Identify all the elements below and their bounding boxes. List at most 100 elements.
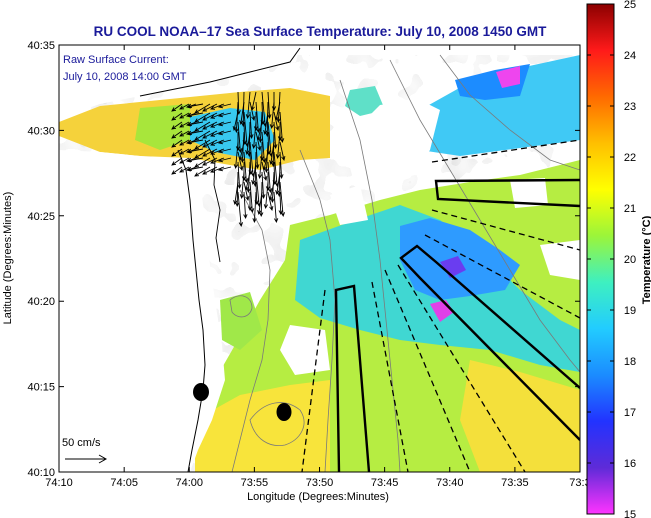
x-axis: 74:10 74:05 74:00 73:55 73:50 73:45 73:40 73:35… bbox=[45, 45, 591, 489]
current-vector bbox=[275, 171, 281, 196]
current-vector bbox=[179, 157, 190, 164]
current-vector bbox=[267, 91, 272, 120]
current-vector bbox=[185, 103, 204, 109]
sst-gap-3 bbox=[540, 240, 580, 280]
current-vector bbox=[171, 166, 183, 175]
current-vector bbox=[257, 191, 263, 216]
current-vector bbox=[279, 141, 286, 162]
x-tick-label: 74:00 bbox=[176, 477, 204, 489]
x-tick-label: 73:45 bbox=[371, 477, 399, 489]
sst-gap-5 bbox=[510, 178, 548, 208]
current-vector bbox=[179, 139, 190, 146]
x-axis-label: Longitude (Degrees:Minutes) bbox=[247, 491, 389, 503]
sst-gap-2 bbox=[280, 325, 330, 375]
current-vector bbox=[235, 171, 240, 208]
current-vector bbox=[262, 151, 269, 172]
current-vector bbox=[237, 191, 244, 228]
sst-northeast-magenta bbox=[496, 66, 520, 88]
bathymetry-contours bbox=[229, 54, 580, 472]
current-vector bbox=[245, 131, 251, 156]
current-vector bbox=[185, 121, 204, 127]
current-vector bbox=[233, 141, 239, 170]
colorbar-tick-label: 15 bbox=[624, 509, 636, 518]
sampling-boxes bbox=[334, 178, 580, 472]
current-vector bbox=[255, 101, 261, 134]
current-vector bbox=[244, 171, 251, 192]
current-vector bbox=[179, 130, 190, 137]
current-vector bbox=[261, 161, 268, 182]
current-vector bbox=[249, 111, 254, 140]
sst-gap-4 bbox=[330, 185, 368, 225]
current-vector bbox=[263, 181, 269, 210]
current-vector bbox=[259, 181, 264, 218]
current-vector bbox=[202, 148, 218, 157]
y-axis-label: Latitude (Degrees:Minutes) bbox=[2, 192, 14, 325]
current-vector bbox=[261, 171, 266, 200]
current-vector bbox=[267, 161, 273, 194]
current-vector bbox=[194, 121, 211, 132]
colorbar-tick-label: 24 bbox=[624, 50, 636, 62]
current-vector bbox=[277, 122, 283, 142]
current-vector bbox=[232, 111, 239, 132]
current-vector bbox=[255, 131, 262, 152]
sst-northeast-strip bbox=[345, 86, 385, 116]
colorbar-label: Temperature (°C) bbox=[641, 215, 651, 304]
shore-detail bbox=[204, 139, 221, 263]
y-tick-label: 40:25 bbox=[27, 211, 55, 223]
colorbar-tick-label: 20 bbox=[624, 254, 636, 266]
current-vector bbox=[179, 166, 190, 173]
current-vector bbox=[185, 112, 204, 118]
current-vector bbox=[271, 92, 277, 112]
current-vector bbox=[194, 157, 211, 168]
box-south bbox=[334, 284, 371, 472]
current-vector bbox=[171, 121, 183, 130]
current-vector bbox=[265, 172, 271, 192]
y-axis: 40:10 40:15 40:20 40:25 40:30 40:35 bbox=[27, 40, 580, 479]
current-vector bbox=[171, 157, 183, 166]
current-vector bbox=[179, 112, 190, 119]
current-vector bbox=[275, 131, 281, 160]
y-tick-label: 40:10 bbox=[27, 467, 55, 479]
current-vector bbox=[247, 192, 253, 212]
land-northwest bbox=[59, 45, 300, 118]
current-vector bbox=[237, 161, 242, 190]
colorbar-tick-label: 25 bbox=[624, 0, 636, 11]
current-vector bbox=[250, 91, 257, 112]
sst-northeast bbox=[420, 55, 580, 156]
current-vector bbox=[217, 112, 232, 118]
current-vector bbox=[237, 121, 243, 154]
current-vector bbox=[273, 111, 280, 132]
current-vector bbox=[243, 151, 249, 184]
chart-title: RU COOL NOAA–17 Sea Surface Temperature:… bbox=[94, 24, 547, 39]
sst-nearshore bbox=[220, 292, 262, 350]
sst-south-yellow bbox=[195, 380, 330, 472]
current-vector bbox=[252, 191, 257, 224]
current-vector bbox=[237, 151, 244, 172]
colorbar-tick-label: 16 bbox=[624, 458, 636, 470]
current-vector bbox=[202, 112, 218, 121]
colorbar-tick-label: 22 bbox=[624, 152, 636, 164]
current-vector bbox=[194, 148, 211, 159]
sst-north-band-green bbox=[135, 104, 190, 150]
current-vector bbox=[202, 121, 218, 130]
sst-main-blue bbox=[400, 218, 520, 300]
current-vector bbox=[241, 162, 247, 182]
current-vector bbox=[273, 121, 278, 150]
transect-lines bbox=[301, 139, 580, 472]
colorbar-tick-label: 21 bbox=[624, 203, 636, 215]
current-vector bbox=[278, 191, 283, 216]
current-vector bbox=[171, 139, 183, 148]
marker-1 bbox=[193, 383, 209, 401]
current-vector bbox=[274, 101, 281, 122]
x-tick-label: 73:40 bbox=[436, 477, 464, 489]
annotation-line-2: July 10, 2008 14:00 GMT bbox=[63, 71, 187, 83]
colorbar-tick-label: 18 bbox=[624, 356, 636, 368]
box-east-lower bbox=[399, 244, 580, 441]
current-vector bbox=[179, 121, 190, 128]
colorbar bbox=[586, 3, 615, 515]
current-vector bbox=[217, 121, 232, 127]
current-vector bbox=[273, 191, 279, 224]
sst-southeast-yellow bbox=[460, 360, 580, 472]
y-tick-label: 40:35 bbox=[27, 40, 55, 52]
current-vector bbox=[202, 139, 218, 148]
